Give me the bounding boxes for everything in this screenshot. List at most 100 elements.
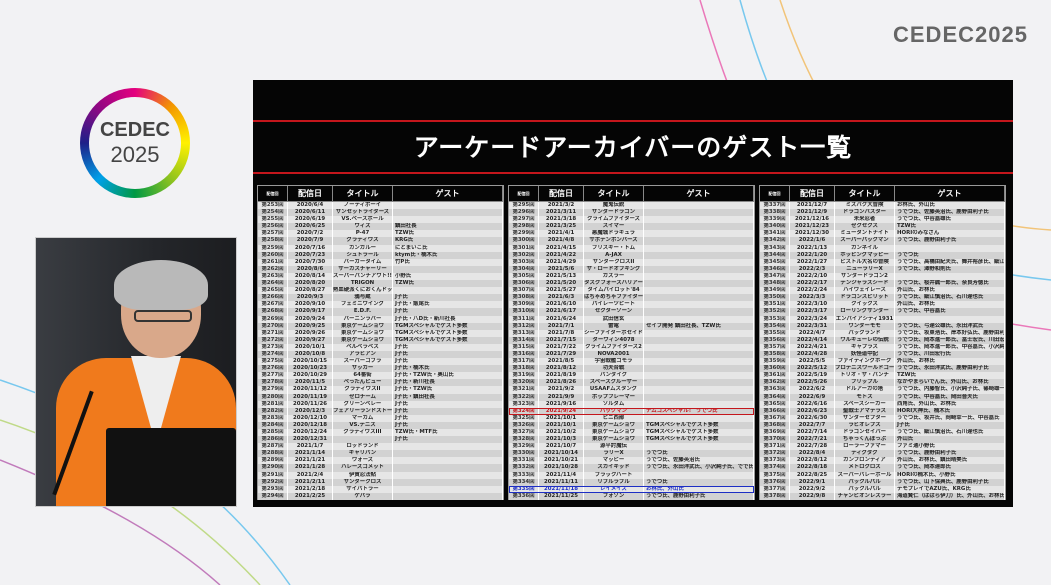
guest-cell: うでつ氏、岡本達郎氏: [895, 464, 1005, 472]
title-cell: ゼロチーム: [333, 393, 393, 401]
date-cell: 2022/4/28: [790, 350, 835, 359]
guest-cell: [644, 358, 754, 366]
date-cell: 2021/2/18: [288, 485, 333, 493]
episode-cell: 第293回: [258, 485, 288, 493]
table-row: 第300回 2021/4/8 サボテンボンバーズ: [509, 237, 754, 245]
date-cell: 2022/1/27: [790, 258, 835, 266]
episode-cell: 第351回: [760, 301, 790, 309]
episode-cell: 第331回: [509, 457, 539, 465]
table-row: 第374回 2022/8/18 メトロクロス うでつ氏、岡本達郎氏: [760, 464, 1005, 472]
table-row: 第348回 2022/2/17 デンジャラスシード うでつ氏、桜井誠一郎氏、奈良芳徳氏: [760, 280, 1005, 288]
title-cell: マーカム: [333, 414, 393, 422]
episode-cell: 第378回: [760, 492, 790, 500]
table-row: 第326回 2021/10/1 東京ゲームショウ TGMスペシャルでゲスト多数: [509, 421, 754, 429]
title-cell: フォゾン: [584, 492, 644, 500]
title-cell: ドラゴンセイバー: [835, 429, 895, 437]
guest-cell: 外山氏、お林氏: [895, 287, 1005, 295]
guest-cell: [644, 301, 754, 309]
title-cell: TRIGON: [333, 280, 393, 288]
date-cell: 2020/10/29: [288, 372, 333, 380]
title-cell: ドラゴンスピリット: [835, 294, 895, 302]
table-row: 第373回 2022/8/12 ガンフロンティア 外山氏、お林氏、鎮田晴美氏: [760, 457, 1005, 465]
date-cell: 2022/6/2: [790, 386, 835, 394]
table-row: 第330回 2021/10/14 ラリーX うでつ氏: [509, 450, 754, 458]
guest-cell: [644, 308, 754, 316]
logo-year: 2025: [110, 141, 160, 167]
date-cell: 2021/2/25: [288, 492, 333, 500]
guest-cell: J子氏・楠木氏: [393, 365, 503, 373]
guest-cell: 外山氏、お林氏: [895, 358, 1005, 366]
guest-cell: うでつ氏、永田洋武氏、鹿野由利子氏: [895, 365, 1005, 373]
date-cell: 2021/10/1: [539, 421, 584, 429]
date-cell: 2022/5/12: [790, 365, 835, 373]
episode-cell: 第263回: [258, 272, 288, 281]
date-cell: 2021/5/13: [539, 272, 584, 281]
guest-cell: [644, 294, 754, 302]
title-cell: パイレーツピート: [584, 301, 644, 309]
table-row: 第268回 2020/9/17 E.D.F. J子氏: [258, 308, 503, 316]
table-row: 第366回 2022/6/23 聖戦士アマテラス HORI大神氏、楠木氏: [760, 407, 1005, 415]
guest-cell: なかやまらいでん氏、外山氏、お林氏: [895, 379, 1005, 387]
episode-cell: 第294回: [258, 492, 288, 500]
table-row: 第270回 2020/9/25 東京ゲームショウ TGMスペシャルでゲスト多数: [258, 322, 503, 330]
title-cell: メトロクロス: [835, 464, 895, 472]
episode-cell: 第307回: [509, 287, 539, 295]
episode-cell: 第325回: [509, 414, 539, 422]
episode-cell: 第340回: [760, 223, 790, 231]
episode-cell: 第264回: [258, 280, 288, 288]
date-cell: 2021/12/7: [790, 202, 835, 210]
guest-cell: うでつ氏: [644, 450, 754, 458]
episode-cell: 第305回: [509, 272, 539, 281]
guest-cell: 竹P氏: [393, 258, 503, 266]
table-row: 第340回 2021/12/23 ゼクセクス TZW氏: [760, 223, 1005, 231]
episode-cell: 第260回: [258, 251, 288, 259]
title-cell: スーパーバレーボール: [835, 471, 895, 479]
guest-cell: [644, 230, 754, 238]
cedec-logo-top-right: CEDEC2025: [893, 22, 1028, 47]
episode-cell: 第291回: [258, 471, 288, 479]
guest-cell: [895, 244, 1005, 252]
table-row: 第321回 2021/9/2 USAAFムスタング: [509, 386, 754, 394]
guest-cell: [393, 202, 503, 210]
table-row: 第362回 2022/5/26 フリップル なかやまらいでん氏、外山氏、お林氏: [760, 379, 1005, 387]
title-cell: 東京ゲームショウ: [333, 336, 393, 344]
episode-cell: 第297回: [509, 216, 539, 224]
table-row: 第332回 2021/10/28 スカイキッド うでつ氏、永田洋武氏、小沢純子氏、でで…: [509, 464, 754, 472]
date-cell: 2022/2/10: [790, 272, 835, 281]
title-cell: スペースクルーザー: [584, 379, 644, 387]
date-cell: 2022/7/7: [790, 421, 835, 429]
date-cell: 2020/8/20: [288, 280, 333, 288]
guest-cell: [393, 209, 503, 217]
title-cell: 未来忍者: [835, 216, 895, 224]
guest-cell: J子氏・飯尾氏: [393, 301, 503, 309]
episode-cell: 第341回: [760, 230, 790, 238]
table-row: 第320回 2021/8/26 スペースクルーザー: [509, 379, 754, 387]
episode-cell: 第271回: [258, 329, 288, 337]
guest-cell: ktym氏・楠木氏: [393, 251, 503, 259]
title-cell: 鴉与蔵: [333, 294, 393, 302]
date-cell: 2021/4/15: [539, 244, 584, 252]
date-cell: 2020/12/24: [288, 429, 333, 437]
column-header: 配信日: [288, 186, 333, 201]
guest-cell: うでつ氏、桜井誠一郎氏、奈良芳徳氏: [895, 280, 1005, 288]
date-cell: 2022/5/19: [790, 372, 835, 380]
table-row: 第299回 2021/4/1 悪魔城ドラキュラ: [509, 230, 754, 238]
title-cell: グラディウスII: [333, 386, 393, 394]
date-cell: 2022/3/3: [790, 294, 835, 302]
guest-cell: うでつ氏、岡本進一郎氏、中谷嘉氏、小沢純子氏: [897, 343, 1005, 351]
guest-cell: セイブ開発 鎮田社長、TZW氏: [644, 322, 754, 330]
title-cell: ワンダーモモ: [835, 322, 895, 330]
title-cell: ミズバク大冒険: [835, 202, 895, 210]
table-row: 第361回 2022/5/19 トリオ・ザ・パンチ TZW氏: [760, 372, 1005, 380]
episode-cell: 第314回: [509, 336, 539, 344]
episode-cell: 第371回: [760, 443, 790, 451]
title-cell: ガズラー: [584, 272, 644, 281]
title-cell: 東京ゲームショウ: [333, 329, 393, 337]
date-cell: 2021/7/22: [539, 343, 584, 351]
date-cell: 2020/10/8: [288, 350, 333, 359]
episode-cell: 第258回: [258, 237, 288, 245]
title-cell: チャンピオンレスラー: [835, 492, 895, 500]
table-row: 第307回 2021/5/27 タイムパイロット'84: [509, 287, 754, 295]
episode-cell: 第336回: [509, 492, 539, 500]
episode-cell: 第326回: [509, 421, 539, 429]
